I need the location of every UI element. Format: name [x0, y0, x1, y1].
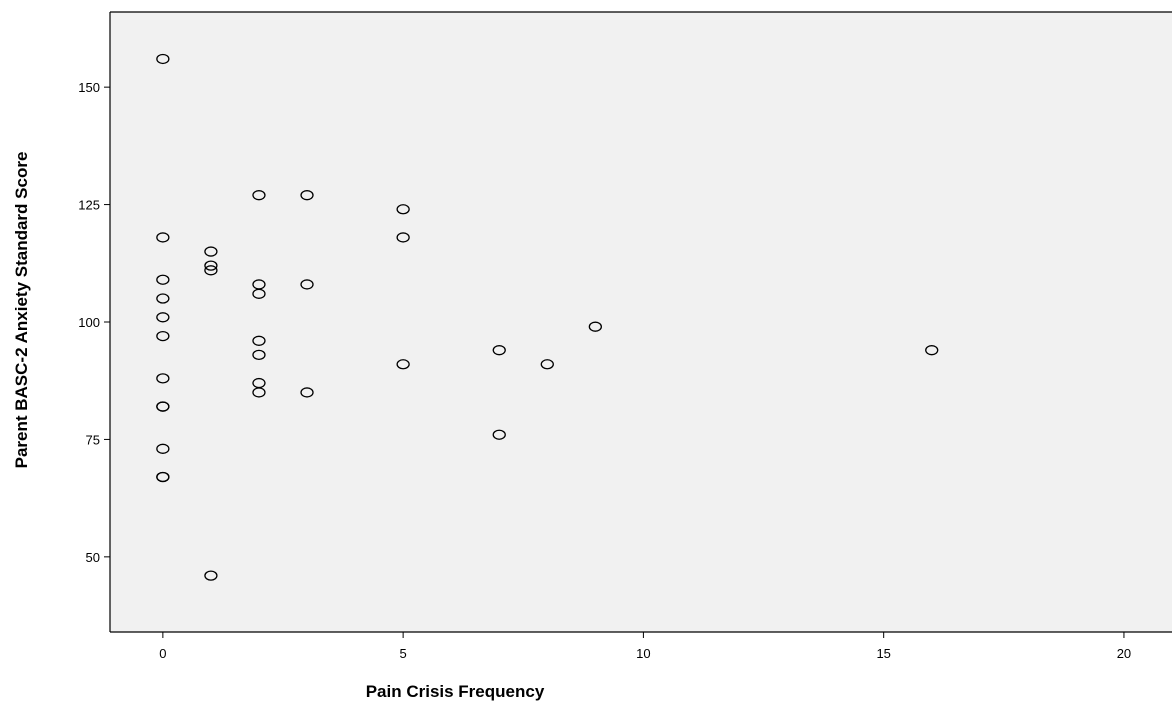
data-point — [156, 443, 170, 454]
data-point — [396, 232, 410, 243]
y-axis-title: Parent BASC-2 Anxiety Standard Score — [12, 152, 31, 469]
x-tick-label: 15 — [876, 646, 890, 661]
x-tick-label: 0 — [159, 646, 166, 661]
y-tick-label: 100 — [78, 315, 100, 330]
data-point — [492, 345, 506, 356]
data-point — [156, 373, 170, 384]
y-tick-label: 125 — [78, 198, 100, 213]
x-axis-title: Pain Crisis Frequency — [366, 682, 545, 701]
x-tick-label: 5 — [400, 646, 407, 661]
points-layer — [156, 53, 939, 581]
data-point — [156, 312, 170, 323]
data-point — [156, 232, 170, 243]
data-point — [252, 288, 266, 299]
x-tick-label: 10 — [636, 646, 650, 661]
data-point — [204, 570, 218, 581]
data-point — [396, 204, 410, 215]
data-point — [300, 190, 314, 201]
data-point — [396, 359, 410, 370]
data-point — [204, 260, 218, 271]
data-point — [156, 471, 170, 483]
data-point — [156, 330, 170, 342]
y-tick-label: 150 — [78, 80, 100, 95]
data-point — [252, 190, 266, 201]
data-point — [252, 387, 266, 398]
ticks-layer: 0 5 10 15 20 50 75 100 125 150 — [78, 80, 1131, 661]
data-point — [540, 359, 554, 370]
y-tick-label: 50 — [86, 550, 100, 565]
data-point — [252, 335, 266, 346]
data-point — [492, 429, 506, 440]
data-point — [204, 246, 218, 257]
data-point — [300, 387, 314, 398]
x-tick-label: 20 — [1117, 646, 1131, 661]
y-tick-label: 75 — [86, 432, 100, 447]
data-point — [252, 349, 266, 361]
plot-area — [110, 12, 1172, 632]
data-point — [925, 345, 939, 356]
data-point — [156, 401, 170, 412]
data-point — [204, 265, 218, 276]
data-point — [156, 53, 170, 65]
data-point — [588, 321, 602, 332]
data-point — [156, 293, 170, 304]
data-point — [156, 274, 170, 285]
data-point — [300, 279, 314, 290]
